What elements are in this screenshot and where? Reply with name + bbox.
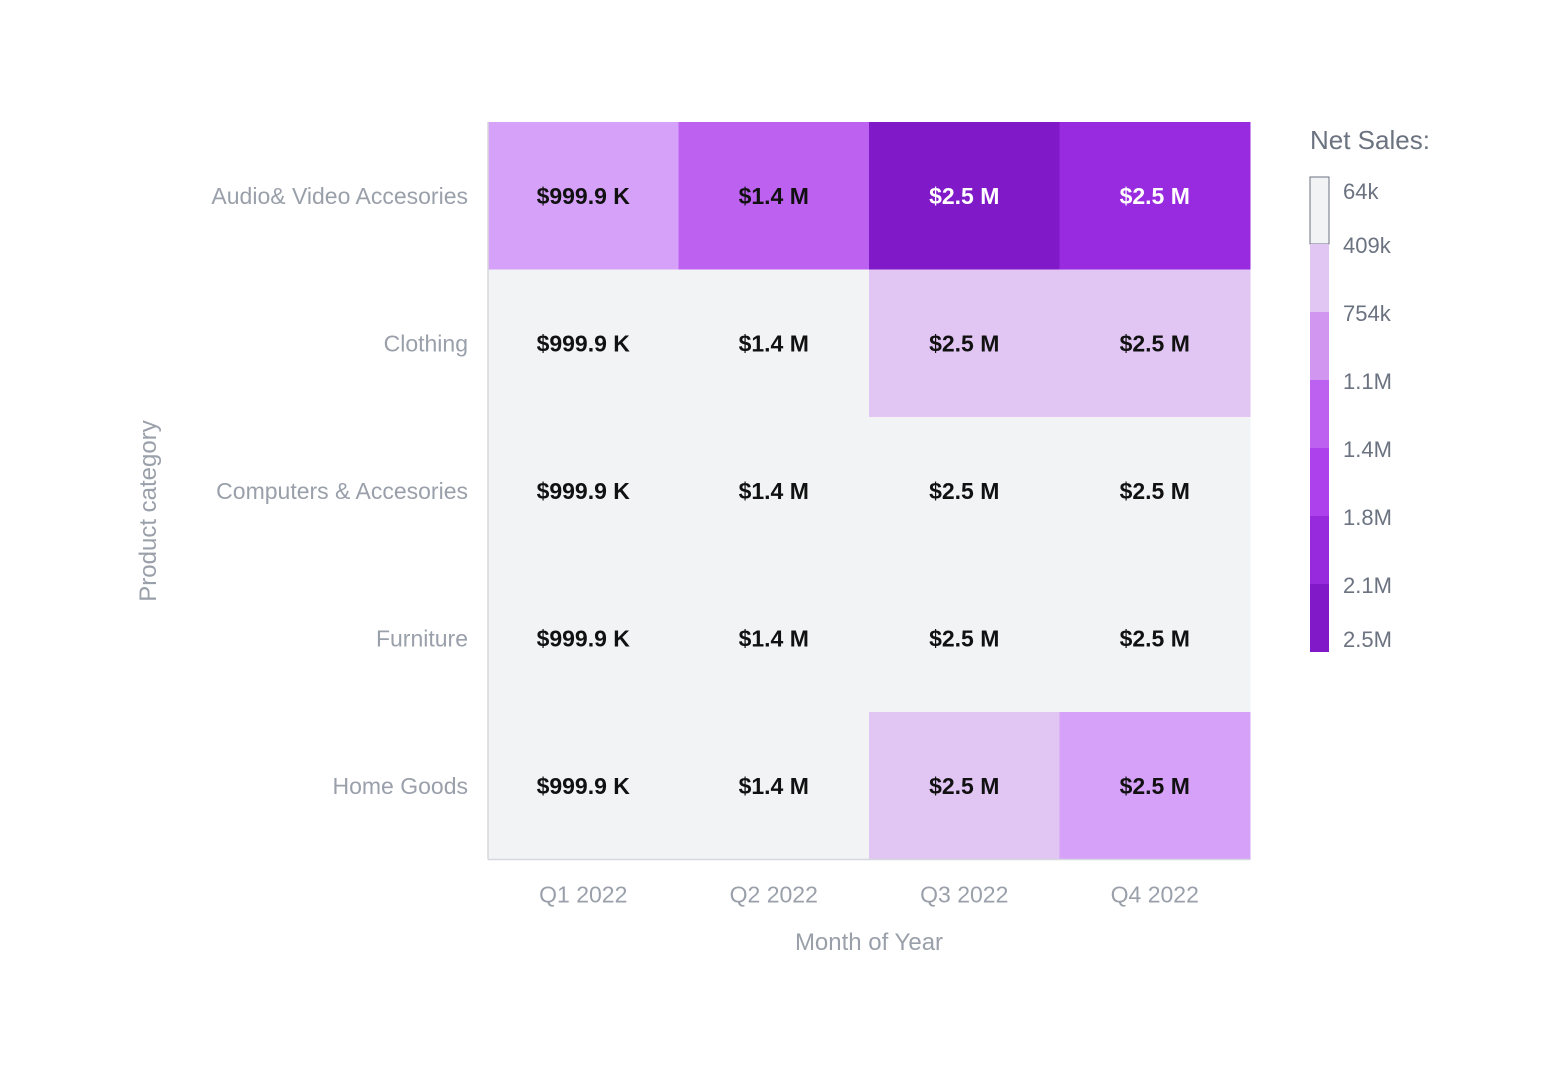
legend-color-segment (1310, 380, 1329, 448)
x-tick-label: Q3 2022 (920, 882, 1008, 908)
legend-title: Net Sales: (1310, 125, 1430, 155)
heatmap-cell (678, 564, 870, 713)
heatmap-cell (678, 269, 870, 418)
legend-tick-label: 2.5M (1343, 627, 1392, 652)
x-tick-label: Q1 2022 (539, 882, 627, 908)
heatmap-cell (1059, 564, 1251, 713)
cell-value-label: $999.9 K (537, 625, 631, 651)
cell-value-label: $1.4 M (739, 625, 809, 651)
y-tick-label: Audio& Video Accesories (211, 183, 468, 209)
legend-tick-label: 1.8M (1343, 505, 1392, 530)
cell-value-label: $2.5 M (1120, 773, 1190, 799)
legend-tick-label: 2.1M (1343, 573, 1392, 598)
heatmap-cell (678, 417, 870, 565)
heatmap-cell (1059, 122, 1251, 270)
heatmap-cell (678, 122, 870, 270)
legend-color-segment (1310, 584, 1329, 652)
heatmap-cell (488, 417, 679, 565)
heatmap-cell (869, 417, 1060, 565)
heatmap-cell (869, 564, 1060, 713)
cell-value-label: $2.5 M (929, 625, 999, 651)
cell-value-label: $2.5 M (929, 773, 999, 799)
legend-tick-label: 1.1M (1343, 369, 1392, 394)
y-axis-ticks: Audio& Video Accesories Clothing Computers… (211, 183, 468, 799)
x-tick-label: Q2 2022 (730, 882, 818, 908)
x-tick-label: Q4 2022 (1111, 882, 1199, 908)
heatmap-cell (1059, 417, 1251, 565)
heatmap-cell (1059, 712, 1251, 860)
heatmap-cell (488, 564, 679, 713)
y-tick-label: Furniture (376, 625, 468, 651)
cell-value-label: $2.5 M (929, 183, 999, 209)
legend-tick-label: 409k (1343, 233, 1392, 258)
heatmap-cells: $999.9 K $1.4 M $2.5 M $2.5 M $999.9 K $1.4 M… (488, 122, 1251, 860)
heatmap-cell (488, 269, 679, 418)
legend-color-segment (1309, 176, 1330, 245)
heatmap-cell (1059, 269, 1251, 418)
x-axis-ticks: Q1 2022 Q2 2022 Q3 2022 Q4 2022 (539, 882, 1199, 908)
cell-value-label: $1.4 M (739, 478, 809, 504)
legend-color-segment (1310, 516, 1329, 584)
cell-value-label: $1.4 M (739, 330, 809, 356)
cell-value-label: $2.5 M (1120, 183, 1190, 209)
plot-frame (487, 122, 1250, 861)
color-legend: 64k 409k 754k 1.1M 1.4M 1.8M 2.1M 2.5M (1309, 176, 1392, 652)
heatmap-cell (488, 712, 679, 860)
cell-value-label: $2.5 M (1120, 625, 1190, 651)
legend-tick-label: 754k (1343, 301, 1392, 326)
cell-value-label: $1.4 M (739, 183, 809, 209)
y-axis-title: Product category (135, 420, 162, 601)
cell-value-label: $1.4 M (739, 773, 809, 799)
heatmap-cell (869, 122, 1060, 270)
legend-color-segment (1310, 244, 1329, 312)
legend-tick-label: 1.4M (1343, 437, 1392, 462)
x-axis-title: Month of Year (795, 929, 943, 956)
cell-value-label: $2.5 M (929, 478, 999, 504)
legend-color-segment (1310, 312, 1329, 380)
heatmap-cell (869, 712, 1060, 860)
legend-tick-label: 64k (1343, 179, 1379, 204)
cell-value-label: $2.5 M (1120, 330, 1190, 356)
legend-color-segment (1310, 448, 1329, 516)
heatmap-cell (488, 122, 679, 270)
heatmap-cell (678, 712, 870, 860)
y-tick-label: Computers & Accesories (216, 478, 468, 504)
y-tick-label: Clothing (384, 330, 468, 356)
y-tick-label: Home Goods (332, 773, 468, 799)
heatmap-cell (869, 269, 1060, 418)
cell-value-label: $2.5 M (1120, 478, 1190, 504)
cell-value-label: $2.5 M (929, 330, 999, 356)
cell-value-label: $999.9 K (537, 183, 631, 209)
cell-value-label: $999.9 K (537, 773, 631, 799)
cell-value-label: $999.9 K (537, 478, 631, 504)
cell-value-label: $999.9 K (537, 330, 631, 356)
